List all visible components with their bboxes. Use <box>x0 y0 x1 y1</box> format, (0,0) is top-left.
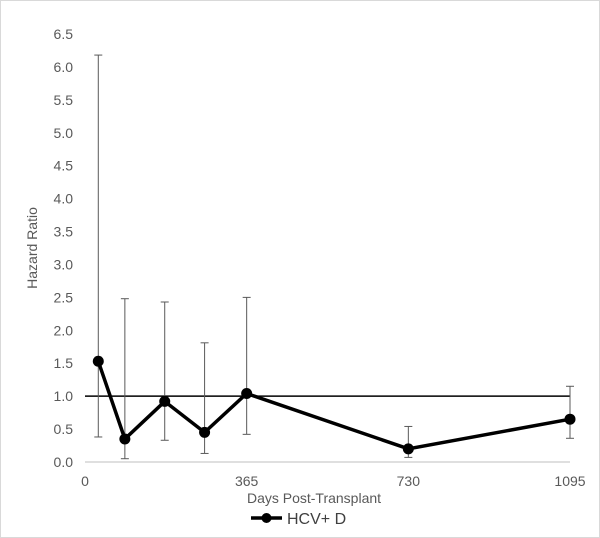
y-axis-title: Hazard Ratio <box>24 207 40 289</box>
error-bars <box>94 54 574 460</box>
data-points <box>92 355 576 455</box>
x-tick-label: 0 <box>81 473 89 489</box>
legend-dot-marker <box>261 513 272 523</box>
data-point <box>241 388 253 400</box>
y-tick-label: 1.0 <box>54 388 74 404</box>
y-tick-label: 5.5 <box>54 92 74 108</box>
x-axis-ticks: 0 365 730 1095 <box>81 473 586 489</box>
y-tick-label: 0.0 <box>54 454 74 470</box>
x-tick-label: 365 <box>235 473 259 489</box>
y-tick-label: 4.5 <box>54 158 74 174</box>
y-tick-label: 3.5 <box>54 224 74 240</box>
y-tick-label: 4.0 <box>54 191 74 207</box>
data-point <box>402 443 414 455</box>
data-point <box>199 426 211 438</box>
y-tick-label: 3.0 <box>54 256 74 272</box>
x-tick-label: 730 <box>397 473 421 489</box>
y-axis-ticks: 0.0 0.5 1.0 1.5 2.0 2.5 3.0 3.5 4.0 4.5 5.0 5.5 6.0 6… <box>54 26 74 470</box>
y-tick-label: 6.5 <box>54 26 74 42</box>
data-point <box>159 395 171 407</box>
data-point <box>564 413 576 425</box>
x-axis-title: Days Post-Transplant <box>247 490 381 506</box>
series-line <box>96 360 571 451</box>
y-tick-label: 6.0 <box>54 59 74 75</box>
legend-label: HCV+ D <box>287 511 346 528</box>
y-tick-label: 5.0 <box>54 125 74 141</box>
y-tick-label: 2.0 <box>54 322 74 338</box>
x-tick-label: 1095 <box>554 473 585 489</box>
y-tick-label: 1.5 <box>54 355 74 371</box>
legend: HCV+ D <box>251 511 346 528</box>
y-tick-label: 2.5 <box>54 289 74 305</box>
y-tick-label: 0.5 <box>54 421 74 437</box>
data-point <box>119 433 131 445</box>
data-point <box>92 355 104 367</box>
